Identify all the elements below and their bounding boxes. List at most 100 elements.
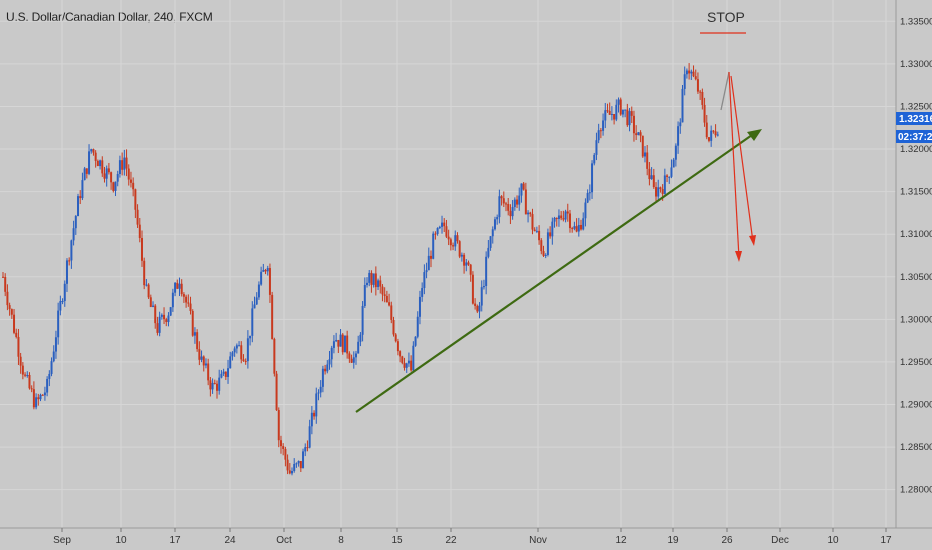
- price-axis[interactable]: 1.33500 1.33000 1.32500 1.32000 1.31500 1.310…: [900, 16, 932, 495]
- projection-drop-line-1: [728, 71, 740, 259]
- price-tick-label-6: 1.30500: [900, 272, 932, 283]
- candle-body: [368, 272, 371, 283]
- current-price-value: 1.32316: [899, 114, 932, 125]
- candle-body: [15, 332, 18, 337]
- candle-body: [10, 309, 13, 315]
- time-tick-label-11: 26: [721, 535, 733, 546]
- candle-body: [467, 262, 470, 265]
- candle-body: [273, 338, 276, 374]
- candle-body: [332, 341, 335, 348]
- candle-body: [646, 152, 649, 169]
- time-tick-label-8: Nov: [529, 535, 547, 546]
- candle-body: [383, 294, 386, 296]
- candle-body: [213, 382, 216, 384]
- candle-body: [533, 229, 536, 232]
- candle-body: [240, 345, 243, 360]
- candle-body: [480, 287, 483, 306]
- candle-body: [222, 371, 225, 374]
- candle-body: [275, 373, 278, 411]
- time-tick-label-12: Dec: [771, 535, 789, 546]
- candle-body: [498, 196, 501, 218]
- candle-body: [668, 176, 671, 178]
- candle-body: [330, 347, 333, 360]
- candle-body: [489, 236, 492, 248]
- candle-body: [372, 273, 375, 285]
- candle-body: [549, 232, 552, 237]
- candle-body: [465, 262, 468, 266]
- candle-body: [35, 397, 38, 408]
- candle-body: [582, 218, 585, 230]
- candle-body: [496, 217, 499, 220]
- candle-body: [535, 230, 538, 232]
- candle-body: [61, 301, 64, 303]
- uptrend-line[interactable]: [355, 134, 753, 413]
- candle-body: [107, 168, 110, 173]
- candle-body: [227, 368, 230, 377]
- candle-body: [619, 99, 622, 115]
- candle-body: [573, 226, 576, 229]
- candle-body: [544, 254, 547, 256]
- candle-body: [707, 137, 710, 141]
- candle-body: [500, 196, 503, 199]
- candle-body: [476, 305, 479, 312]
- candle-body: [377, 280, 380, 288]
- candle-body: [418, 296, 421, 317]
- candle-body: [114, 181, 117, 191]
- candle-body: [632, 115, 635, 134]
- candle-body: [606, 110, 609, 112]
- candle-body: [94, 152, 97, 161]
- candle-body: [271, 294, 274, 339]
- candle-body: [282, 446, 285, 449]
- candle-body: [626, 109, 629, 126]
- projection-arrowhead-1: [735, 251, 742, 262]
- candle-body: [136, 209, 139, 225]
- candle-body: [361, 305, 364, 335]
- candle-body: [202, 356, 205, 366]
- candle-body: [189, 303, 192, 311]
- candle-body: [696, 79, 699, 92]
- candle-body: [346, 335, 349, 354]
- candle-body: [531, 214, 534, 230]
- candle-body: [593, 154, 596, 164]
- candle-body: [343, 335, 346, 353]
- candle-body: [306, 447, 309, 449]
- candle-body: [586, 193, 589, 203]
- candle-body: [231, 352, 234, 357]
- price-tick-label-2: 1.32500: [900, 101, 932, 112]
- candle-body: [630, 111, 633, 116]
- candle-body: [661, 189, 664, 194]
- candle-body: [158, 316, 161, 333]
- candle-body: [690, 71, 693, 74]
- candle-body: [652, 175, 655, 188]
- time-tick-label-7: 22: [445, 535, 457, 546]
- candle-body: [416, 316, 419, 337]
- candle-body: [469, 264, 472, 275]
- candle-body: [443, 222, 446, 227]
- candle-body: [597, 130, 600, 141]
- candle-body: [127, 168, 130, 180]
- candle-body: [279, 440, 282, 447]
- candle-body: [478, 305, 481, 312]
- candle-body: [200, 356, 203, 360]
- candle-body: [405, 363, 408, 368]
- candle-body: [538, 230, 541, 241]
- candle-body: [48, 373, 51, 379]
- candle-body: [677, 126, 680, 146]
- candle-body: [357, 341, 360, 354]
- candle-body: [96, 160, 99, 167]
- candle-body: [617, 99, 620, 105]
- candle-body: [688, 70, 691, 74]
- candle-body: [229, 356, 232, 369]
- time-tick-label-14: 17: [880, 535, 892, 546]
- price-badges: 1.32316 02:37:23: [896, 112, 932, 143]
- candle-body: [379, 280, 382, 287]
- candle-body: [74, 216, 77, 229]
- time-axis[interactable]: Sep 10 17 24 Oct 8 15 22 Nov 12 19 26 Dec 10 17: [53, 528, 892, 546]
- candle-body: [315, 393, 318, 417]
- candle-body: [211, 382, 214, 390]
- time-tick-label-10: 19: [667, 535, 679, 546]
- candle-body: [140, 238, 143, 261]
- candle-body: [458, 241, 461, 257]
